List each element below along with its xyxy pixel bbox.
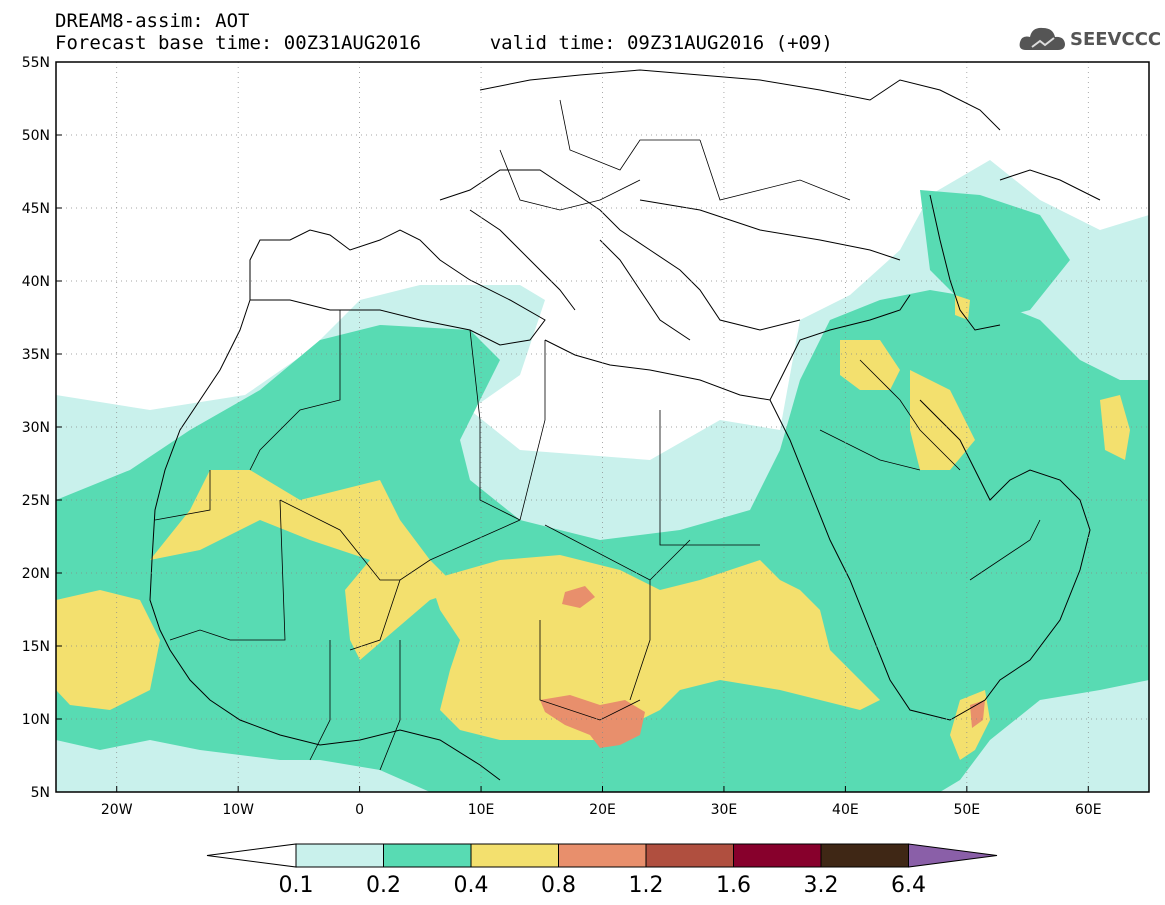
colorbar-swatch <box>383 843 472 868</box>
longitude-label: 20E <box>589 802 616 818</box>
map-title: DREAM8-assim: AOT <box>55 10 250 32</box>
longitude-label: 10E <box>468 802 495 818</box>
time-info: Forecast base time: 00Z31AUG2016 valid t… <box>55 33 833 53</box>
colorbar-swatch <box>295 843 384 868</box>
longitude-label: 10W <box>222 802 254 818</box>
colorbar-label: 1.2 <box>629 873 664 898</box>
latitude-label: 15N <box>22 639 50 655</box>
grid-lines <box>56 62 1149 792</box>
colorbar-swatch <box>645 843 734 868</box>
latitude-label: 45N <box>22 201 50 217</box>
colorbar-labels: 0.1 0.2 0.4 0.8 1.2 1.6 3.2 6.4 <box>279 873 927 898</box>
colorbar <box>206 843 998 868</box>
latitude-label: 20N <box>22 566 50 582</box>
aot-band-0.2 <box>56 190 1149 792</box>
borders <box>154 99 1041 771</box>
valid-time: valid time: 09Z31AUG2016 (+09) <box>489 32 833 54</box>
longitude-label: 20W <box>101 802 133 818</box>
latitude-labels: 5N 10N 15N 20N 25N 30N 35N 40N 45N 50N 55N <box>22 55 62 801</box>
longitude-label: 50E <box>953 802 980 818</box>
colorbar-label: 0.4 <box>454 873 489 898</box>
latitude-label: 25N <box>22 493 50 509</box>
latitude-label: 30N <box>22 420 50 436</box>
forecast-base-time: Forecast base time: 00Z31AUG2016 <box>55 32 422 54</box>
colorbar-swatch <box>820 843 909 868</box>
colorbar-label: 3.2 <box>804 873 839 898</box>
seevccc-logo: SEEVCCC <box>1018 22 1162 58</box>
cloud-icon <box>1019 27 1065 50</box>
longitude-label: 40E <box>832 802 859 818</box>
aot-band-0.8 <box>540 586 985 748</box>
logo-text: SEEVCCC <box>1070 29 1162 50</box>
longitude-label: 30E <box>711 802 738 818</box>
latitude-label: 5N <box>31 785 50 801</box>
longitude-label: 0 <box>355 802 364 818</box>
colorbar-label: 6.4 <box>891 873 926 898</box>
colorbar-swatch <box>558 843 647 868</box>
colorbar-swatch <box>733 843 822 868</box>
colorbar-label: 1.6 <box>716 873 751 898</box>
latitude-label: 10N <box>22 712 50 728</box>
latitude-label: 35N <box>22 347 50 363</box>
latitude-label: 50N <box>22 128 50 144</box>
coastlines <box>149 69 1101 781</box>
longitude-labels: 20W 10W 0 10E 20E 30E 40E 50E 60E <box>101 786 1102 818</box>
colorbar-arrow-low <box>206 843 297 868</box>
latitude-label: 55N <box>22 55 50 71</box>
longitude-label: 60E <box>1075 802 1102 818</box>
latitude-label: 40N <box>22 274 50 290</box>
colorbar-label: 0.8 <box>541 873 576 898</box>
colorbar-arrow-high <box>908 843 998 868</box>
colorbar-swatch <box>470 843 559 868</box>
colorbar-label: 0.2 <box>366 873 401 898</box>
colorbar-label: 0.1 <box>279 873 314 898</box>
